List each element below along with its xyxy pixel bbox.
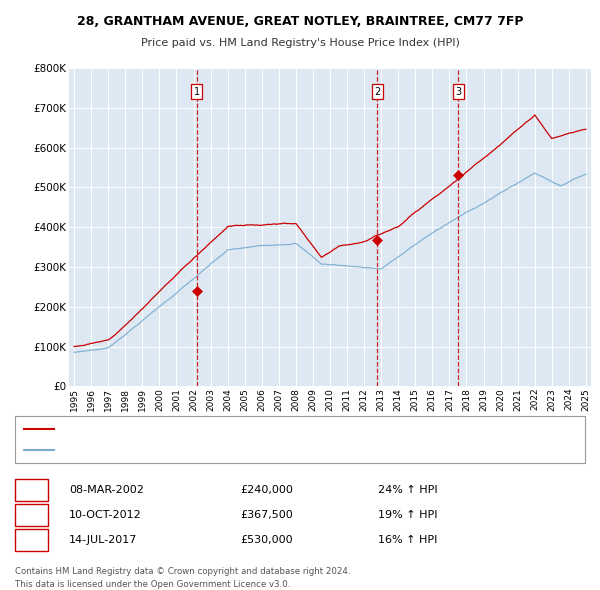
Text: This data is licensed under the Open Government Licence v3.0.: This data is licensed under the Open Gov… (15, 580, 290, 589)
Text: 19% ↑ HPI: 19% ↑ HPI (378, 510, 437, 520)
Text: 2: 2 (28, 510, 35, 520)
Text: 14-JUL-2017: 14-JUL-2017 (69, 535, 137, 545)
Text: 2: 2 (374, 87, 380, 97)
Text: 10-OCT-2012: 10-OCT-2012 (69, 510, 142, 520)
Text: Price paid vs. HM Land Registry's House Price Index (HPI): Price paid vs. HM Land Registry's House … (140, 38, 460, 48)
Text: £240,000: £240,000 (240, 485, 293, 495)
Text: 24% ↑ HPI: 24% ↑ HPI (378, 485, 437, 495)
Text: 3: 3 (28, 535, 35, 545)
Text: 28, GRANTHAM AVENUE, GREAT NOTLEY, BRAINTREE, CM77 7FP: 28, GRANTHAM AVENUE, GREAT NOTLEY, BRAIN… (77, 15, 523, 28)
Text: 16% ↑ HPI: 16% ↑ HPI (378, 535, 437, 545)
Text: 28, GRANTHAM AVENUE, GREAT NOTLEY, BRAINTREE, CM77 7FP (detached house): 28, GRANTHAM AVENUE, GREAT NOTLEY, BRAIN… (60, 424, 463, 434)
Text: 1: 1 (194, 87, 200, 97)
Text: £530,000: £530,000 (240, 535, 293, 545)
Text: 3: 3 (455, 87, 461, 97)
Text: 08-MAR-2002: 08-MAR-2002 (69, 485, 144, 495)
Text: 1: 1 (28, 485, 35, 495)
Text: Contains HM Land Registry data © Crown copyright and database right 2024.: Contains HM Land Registry data © Crown c… (15, 567, 350, 576)
Text: HPI: Average price, detached house, Braintree: HPI: Average price, detached house, Brai… (60, 445, 286, 455)
Text: £367,500: £367,500 (240, 510, 293, 520)
